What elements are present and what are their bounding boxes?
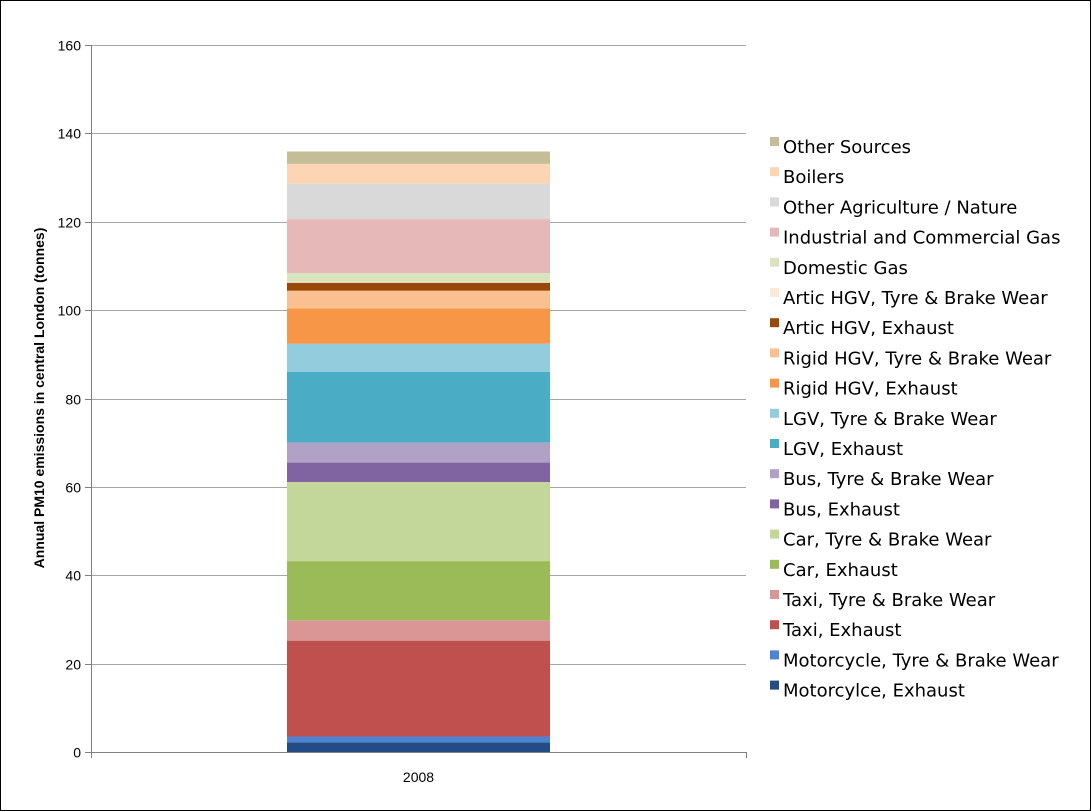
legend-swatch [770,650,779,660]
legend-swatch [770,408,779,418]
bar-segment-bus-tyre-brake-wear [287,442,550,463]
y-tick-label: 40 [65,568,81,584]
legend-swatch [770,499,779,509]
legend-swatch [770,257,779,267]
legend-label: Industrial and Commercial Gas [783,228,1060,249]
legend-label: LGV, Exhaust [783,439,903,460]
y-tick-label: 60 [65,480,81,496]
bar-segment-motorcycle-tyre-brake-wear [287,736,550,743]
legend-swatch [770,378,779,388]
legend-swatch [770,197,779,207]
legend-label: Car, Tyre & Brake Wear [783,530,992,551]
legend: Other Sources Boilers Other Agriculture / … [770,137,1060,702]
y-axis-title: Annual PM10 emissions in central London … [31,228,47,569]
bar-segment-boilers [287,163,550,184]
legend-label: Rigid HGV, Tyre & Brake Wear [783,348,1052,369]
legend-swatch [770,620,779,630]
bar-segment-domestic-gas [287,273,550,282]
legend-label: Boilers [783,167,844,188]
y-tick-label: 160 [58,38,82,54]
legend-label: Bus, Tyre & Brake Wear [783,469,994,490]
legend-swatch [770,529,779,539]
legend-swatch [770,559,779,569]
bar-segment-other-sources [287,151,550,164]
legend-swatch [770,439,779,448]
axes [91,45,747,758]
legend-label: Artic HGV, Exhaust [783,318,954,339]
y-tick-label: 20 [65,657,81,673]
legend-label: Other Agriculture / Nature [783,197,1017,218]
y-tick-labels: 0 20 40 60 80 100 120 140 160 [58,38,82,761]
legend-label: Taxi, Exhaust [782,620,901,641]
legend-swatch [770,680,779,690]
bar-segment-taxi-tyre-brake-wear [287,620,550,641]
legend-label: Car, Exhaust [783,560,898,581]
bar-segment-taxi-exhaust [287,640,550,737]
bar-segment-bus-exhaust [287,462,550,483]
legend-label: Domestic Gas [783,258,908,279]
x-tick-labels: 2008 [403,769,434,785]
legend-swatch [770,288,779,297]
legend-label: Bus, Exhaust [783,499,900,520]
bar-segment-lgv-exhaust [287,371,550,443]
legend-swatch [770,318,779,328]
legend-label: Other Sources [783,137,911,158]
bar-segment-car-tyre-brake-wear [287,482,550,562]
bar-segment-artic-hgv-exhaust [287,282,550,291]
legend-label: Artic HGV, Tyre & Brake Wear [783,288,1048,309]
bar-segment-rigid-hgv-exhaust [287,308,550,344]
bar-segment-car-exhaust [287,561,550,621]
bar-stack [287,151,550,752]
bar-segment-other-agriculture-nature [287,183,550,220]
legend-label: Motorcycle, Tyre & Brake Wear [783,650,1059,671]
legend-swatch [770,590,779,599]
bar-segment-industrial-and-commercial-gas [287,219,550,274]
legend-swatch [770,469,779,479]
y-tick-label: 100 [58,303,82,319]
y-tick-label: 140 [58,126,82,142]
legend-swatch [770,167,779,177]
legend-label: Taxi, Tyre & Brake Wear [782,590,996,611]
legend-swatch [770,137,779,146]
bar-segment-rigid-hgv-tyre-brake-wear [287,290,550,309]
legend-label: LGV, Tyre & Brake Wear [783,409,997,430]
y-tick-label: 120 [58,215,82,231]
x-tick-label: 2008 [403,769,434,785]
legend-label: Rigid HGV, Exhaust [783,379,958,400]
legend-swatch [770,227,779,237]
legend-label: Motorcylce, Exhaust [783,681,965,702]
legend-swatch [770,348,779,358]
bar-segment-motorcylce-exhaust [287,742,550,752]
y-tick-label: 0 [73,745,81,761]
bar-segment-lgv-tyre-brake-wear [287,343,550,372]
y-tick-label: 80 [65,392,81,408]
bar-segment-artic-hgv-tyre-brake-wear [287,281,550,283]
